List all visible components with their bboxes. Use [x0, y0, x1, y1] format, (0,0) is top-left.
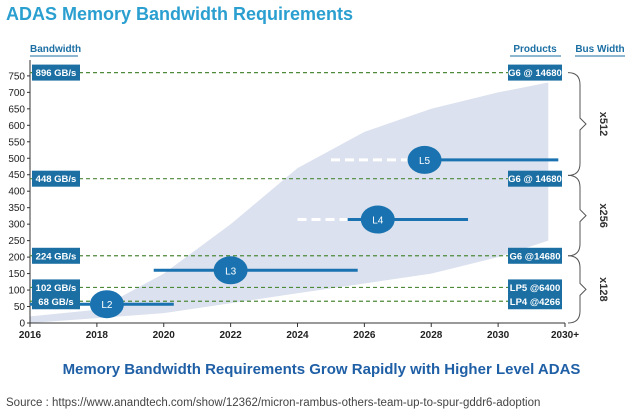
bus-width-label: x256	[597, 203, 609, 227]
y-tick-label: 550	[8, 137, 25, 148]
y-axis-title: Bandwidth	[30, 44, 81, 55]
bandwidth-label: 102 GB/s	[36, 283, 77, 294]
product-label-box	[508, 247, 562, 264]
y-tick-label: 600	[8, 121, 25, 132]
bus-width-header: Bus Width	[575, 44, 624, 55]
level-label: L3	[225, 266, 237, 277]
bandwidth-chart: 0 50 100 150 200 250 300 350 400 450 500 550 600 650 7…	[8, 44, 625, 341]
y-tick-label: 100	[8, 286, 25, 297]
bus-width-label: x512	[597, 112, 609, 136]
x-tick-label: 2022	[220, 330, 243, 341]
chart-subtitle: Memory Bandwidth Requirements Grow Rapid…	[62, 361, 581, 378]
product-label-box	[508, 170, 562, 187]
y-tick-label: 400	[8, 187, 25, 198]
bandwidth-label-box	[32, 170, 80, 187]
growth-band-area	[30, 82, 549, 323]
bus-width-brace	[567, 174, 587, 257]
y-tick-label: 350	[8, 203, 25, 214]
product-label: G6 @ 14680	[508, 174, 562, 185]
product-label-box	[508, 293, 562, 310]
x-tick-label: 2018	[86, 330, 109, 341]
bandwidth-label-box	[32, 293, 80, 310]
bandwidth-label: 68 GB/s	[38, 297, 73, 308]
level-label: L4	[372, 216, 384, 227]
y-tick-label: 0	[19, 319, 25, 330]
bus-width-brace	[567, 72, 587, 176]
bandwidth-label: 224 GB/s	[36, 251, 77, 262]
bandwidth-label: 448 GB/s	[36, 174, 77, 185]
bus-width-brace	[567, 255, 587, 324]
bandwidth-label-box	[32, 279, 80, 296]
level-circle	[213, 256, 248, 285]
y-tick-label: 500	[8, 154, 25, 165]
y-tick-label: 250	[8, 236, 25, 247]
y-tick-label: 150	[8, 269, 25, 280]
product-label: G6 @14680	[510, 251, 561, 262]
products-header: Products	[513, 44, 557, 55]
y-tick-label: 200	[8, 253, 25, 264]
y-tick-label: 750	[8, 71, 25, 82]
level-circle	[360, 205, 395, 234]
product-label-box	[508, 279, 562, 296]
x-tick-label: 2026	[353, 330, 376, 341]
x-tick-label: 2030+	[551, 330, 579, 341]
level-label: L5	[419, 156, 431, 167]
bandwidth-label-box	[32, 64, 80, 81]
x-tick-label: 2030	[487, 330, 510, 341]
bus-width-label: x128	[597, 277, 609, 301]
x-tick-label: 2016	[19, 330, 42, 341]
y-tick-label: 700	[8, 88, 25, 99]
y-tick-label: 50	[14, 302, 26, 313]
level-circle	[407, 145, 442, 174]
x-tick-label: 2024	[286, 330, 309, 341]
bandwidth-label-box	[32, 247, 80, 264]
product-label-box	[508, 64, 562, 81]
product-label: G6 @ 14680	[508, 68, 562, 79]
product-label: LP5 @6400	[510, 283, 560, 294]
chart-title: ADAS Memory Bandwidth Requirements	[6, 4, 354, 24]
bandwidth-label: 896 GB/s	[36, 68, 77, 79]
source-citation: Source : https://www.anandtech.com/show/…	[6, 397, 541, 409]
y-tick-label: 450	[8, 170, 25, 181]
y-tick-label: 650	[8, 104, 25, 115]
y-tick-label: 300	[8, 220, 25, 231]
level-circle	[89, 290, 124, 319]
x-tick-label: 2028	[420, 330, 443, 341]
x-tick-label: 2020	[153, 330, 176, 341]
product-label: LP4 @4266	[510, 297, 560, 308]
level-label: L2	[101, 300, 113, 311]
